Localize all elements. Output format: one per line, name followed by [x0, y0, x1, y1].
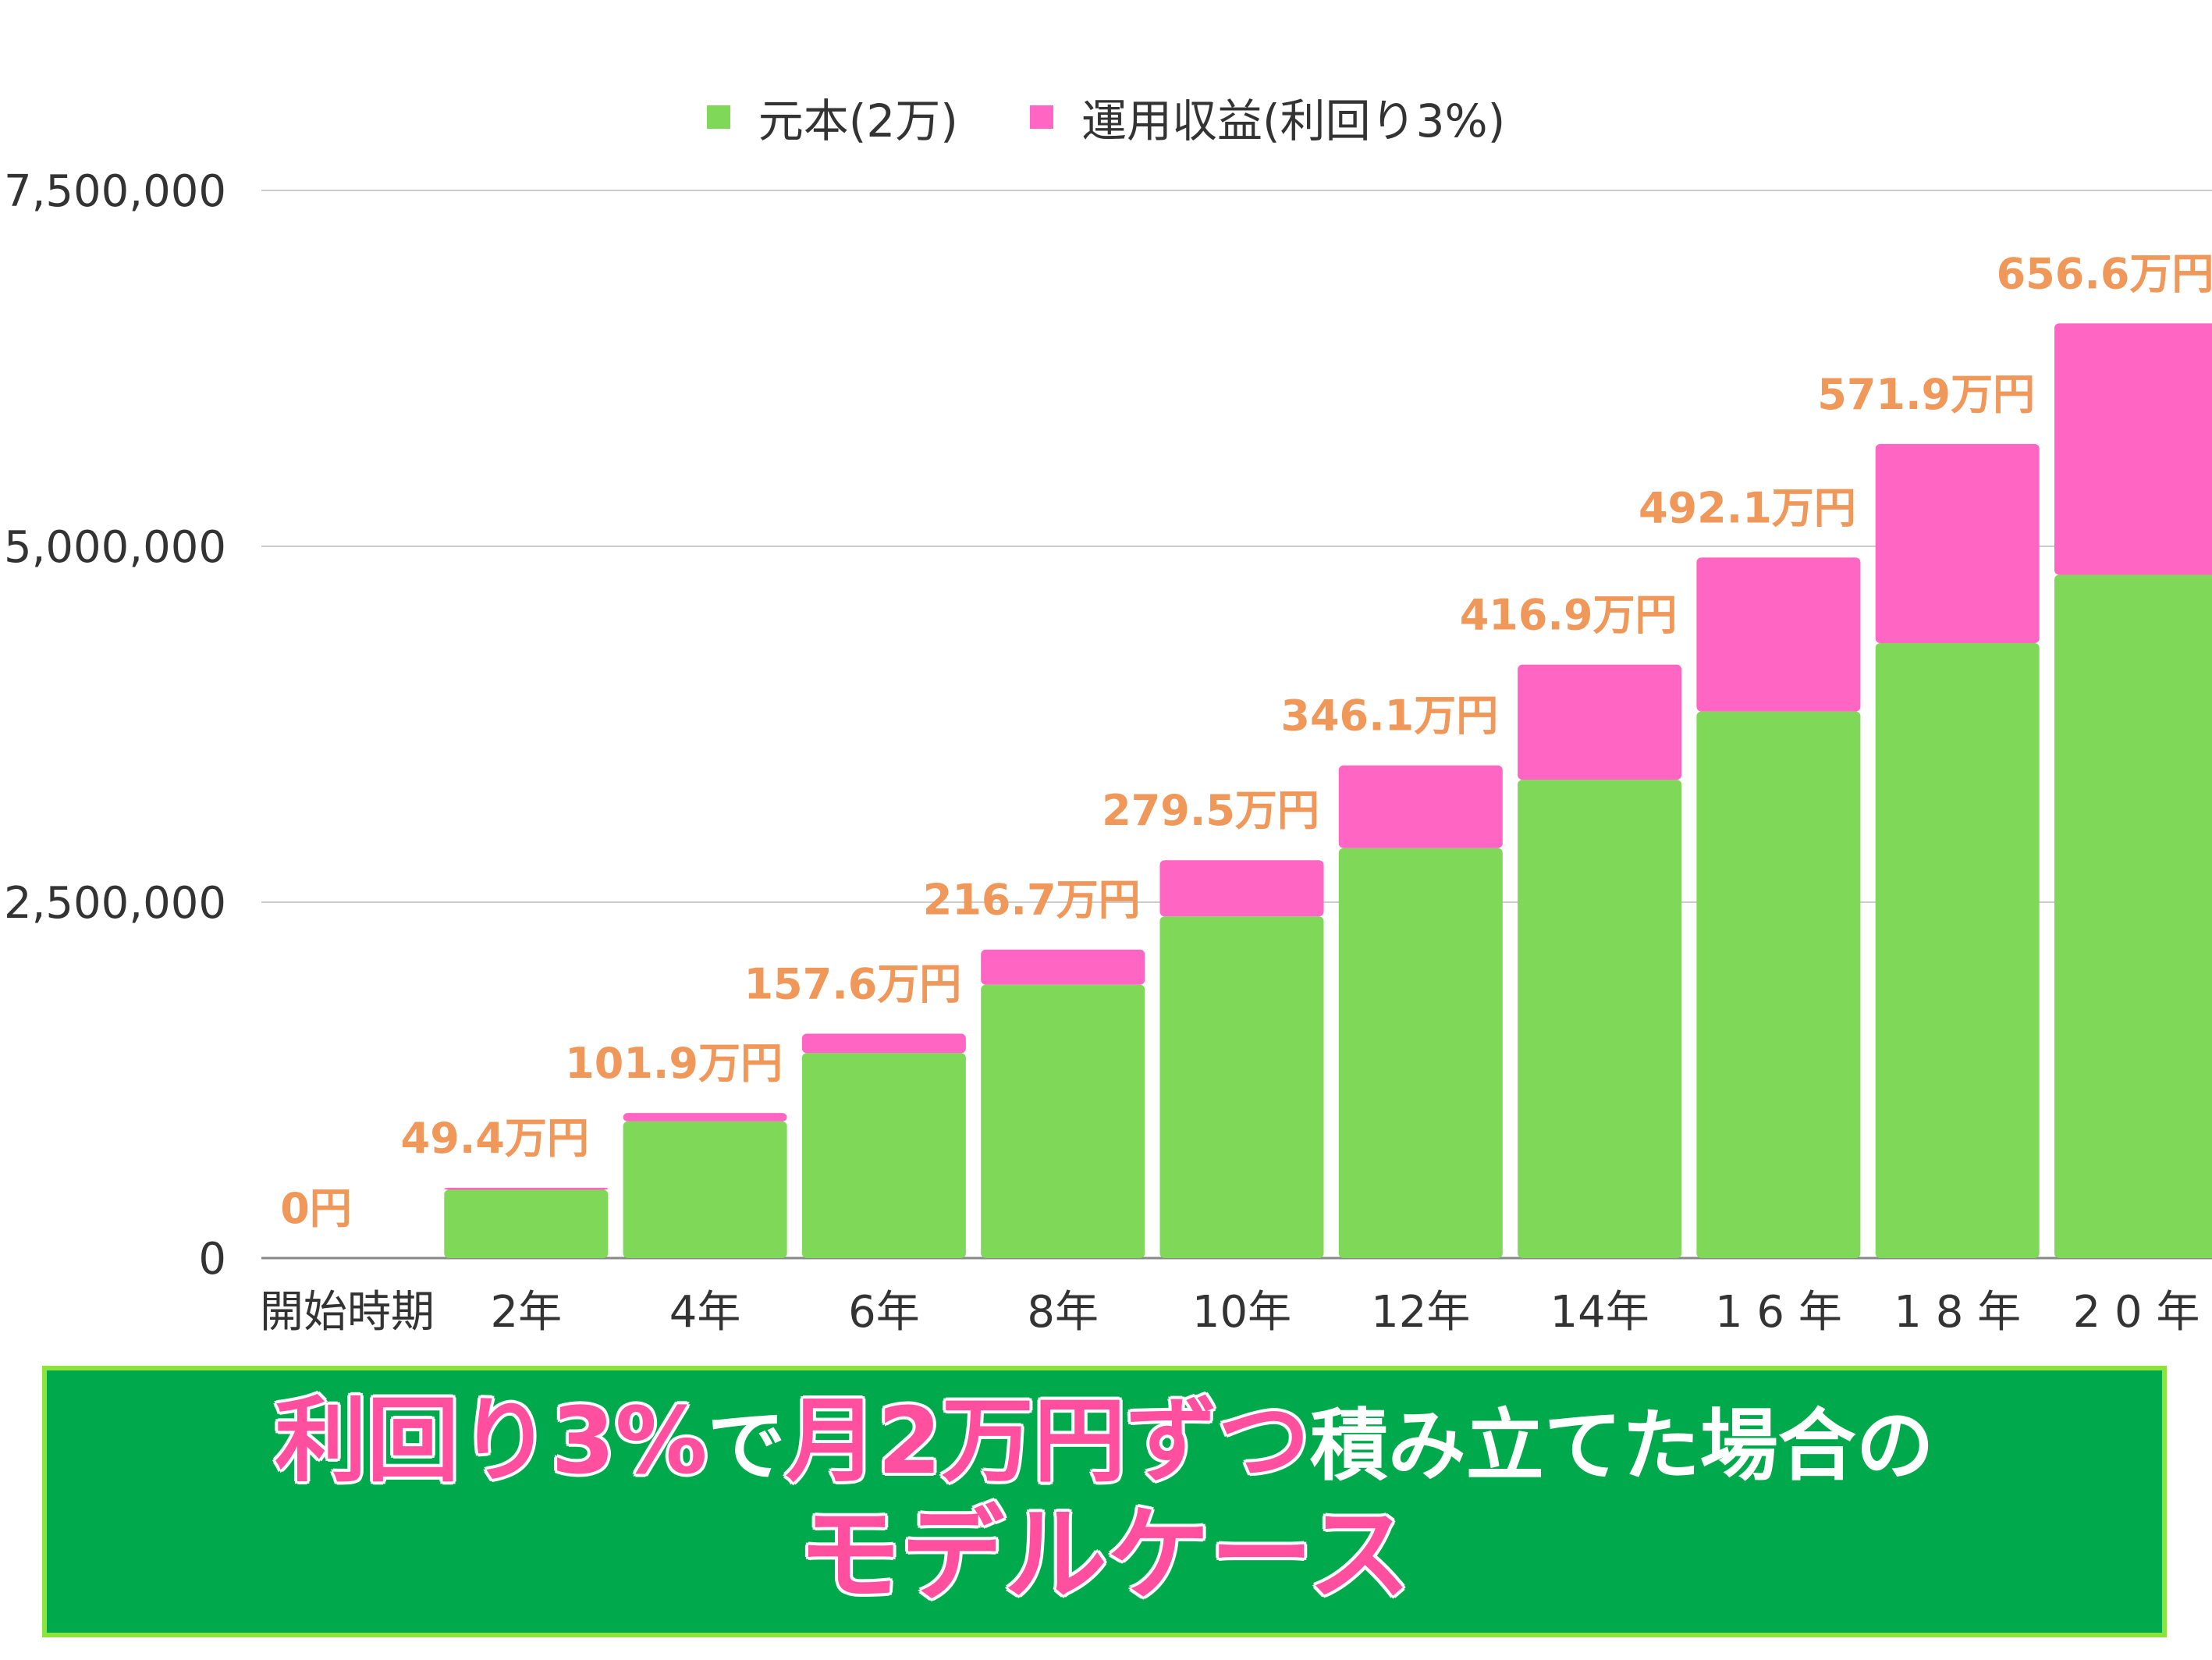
bar-returns: [1696, 557, 1861, 712]
legend-swatch-returns: [1029, 105, 1053, 129]
legend-swatch-principal: [706, 105, 730, 129]
bar-principal: [1696, 711, 1861, 1258]
chart-legend: 元本(2万) 運用収益(利回り3%): [0, 84, 2212, 150]
data-label: 416.9万円: [1460, 591, 1678, 640]
data-label: 571.9万円: [1817, 370, 2035, 419]
bar-returns: [1875, 443, 2040, 644]
bar-returns: [981, 949, 1145, 985]
banner-model-case-text: モデルケース: [797, 1495, 1411, 1616]
data-label: 49.4万円: [401, 1114, 589, 1163]
x-tick-label: 4年: [669, 1287, 741, 1338]
bar-principal: [1338, 848, 1503, 1258]
x-tick-label: 1 8 年: [1894, 1287, 2021, 1338]
data-label: 279.5万円: [1102, 786, 1319, 835]
data-label: 0円: [280, 1184, 352, 1233]
bar-returns: [1518, 664, 1682, 780]
bar-returns: [444, 1187, 609, 1190]
bar-principal: [2054, 574, 2212, 1258]
x-tick-label: 6年: [848, 1287, 920, 1338]
bar-returns: [623, 1113, 787, 1121]
legend-label-principal: 元本(2万): [758, 94, 958, 148]
data-label: 101.9万円: [565, 1039, 783, 1088]
banner-yield-text: 利回り3%: [275, 1386, 708, 1495]
data-label: 216.7万円: [923, 876, 1141, 925]
x-tick-label: 14年: [1550, 1287, 1649, 1338]
banner-monthly-text: 月2万円ずつ: [785, 1386, 1310, 1495]
bar-principal: [444, 1189, 609, 1258]
x-tick-label: 10年: [1192, 1287, 1291, 1338]
x-tick-label: 8年: [1027, 1287, 1099, 1338]
bar-principal: [1518, 780, 1682, 1258]
banner-line-1: 利回り3%で月2万円ずつ積み立てた場合の: [275, 1387, 1933, 1495]
data-label: 656.6万円: [1997, 249, 2212, 298]
bar-returns: [1159, 860, 1324, 917]
banner-line-2: モデルケース: [798, 1495, 1411, 1617]
data-label: 346.1万円: [1280, 691, 1498, 741]
bar-returns: [1338, 765, 1503, 848]
data-label: 492.1万円: [1639, 483, 1856, 532]
caption-banner: 利回り3%で月2万円ずつ積み立てた場合の モデルケース: [42, 1366, 2167, 1637]
bar-principal: [981, 984, 1145, 1258]
x-tick-label: 2年: [490, 1287, 562, 1338]
x-tick-label: 開始時期: [260, 1287, 435, 1338]
bar-principal: [623, 1121, 787, 1258]
x-tick-label: 2 0 年: [2073, 1287, 2200, 1338]
y-tick-label: 5,000,000: [4, 522, 226, 573]
data-label: 157.6万円: [744, 960, 961, 1009]
banner-accumulate-text: 積み立てた場合の: [1309, 1399, 1934, 1491]
legend-item-principal[interactable]: 元本(2万): [706, 84, 958, 150]
x-tick-label: 1 6 年: [1715, 1287, 1842, 1338]
y-tick-label: 7,500,000: [4, 166, 226, 217]
banner-connector-text: で: [707, 1399, 786, 1491]
bar-principal: [801, 1053, 966, 1258]
legend-label-returns: 運用収益(利回り3%): [1081, 94, 1506, 148]
bar-returns: [2054, 323, 2212, 575]
bar-returns: [801, 1033, 966, 1054]
bar-principal: [1159, 916, 1324, 1258]
y-tick-label: 2,500,000: [4, 878, 226, 929]
bar-principal: [1875, 643, 2040, 1258]
y-tick-label: 0: [198, 1234, 226, 1285]
legend-item-returns[interactable]: 運用収益(利回り3%): [1029, 84, 1506, 150]
x-tick-label: 12年: [1371, 1287, 1470, 1338]
